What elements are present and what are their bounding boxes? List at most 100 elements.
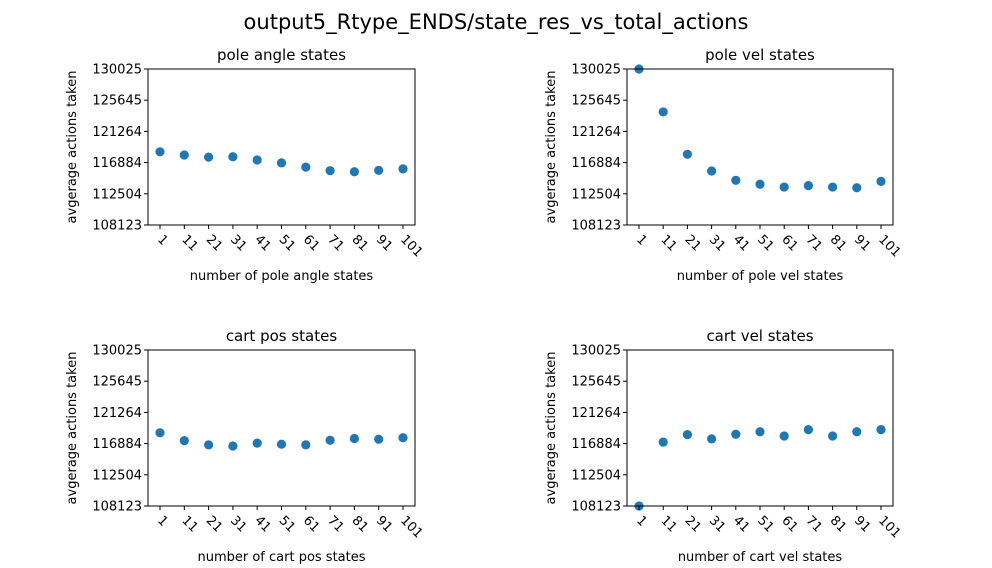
data-point: [228, 441, 238, 451]
y-tick-label: 116884: [92, 156, 142, 171]
data-point: [658, 107, 668, 117]
figure-title: output5_Rtype_ENDS/state_res_vs_total_ac…: [244, 10, 749, 35]
x-axis-label: number of cart pos states: [197, 550, 365, 565]
y-axis-label: avgerage actions taken: [65, 71, 80, 224]
y-tick-label: 108123: [92, 219, 142, 234]
x-tick-label: 101: [397, 513, 425, 541]
y-tick-label: 116884: [92, 437, 142, 452]
x-tick-label: 41: [730, 513, 752, 535]
subplot-cart-pos: cart pos states number of cart pos state…: [65, 327, 425, 565]
y-tick-label: 108123: [571, 219, 621, 234]
x-axis-label: number of cart vel states: [678, 550, 843, 565]
axes-frame: [147, 349, 416, 507]
data-point: [349, 433, 359, 444]
x-tick-label: 11: [178, 513, 200, 535]
data-point: [276, 158, 287, 168]
x-tick-label: 61: [300, 513, 322, 535]
x-tick-label: 61: [778, 513, 800, 535]
subplot-title: pole angle states: [217, 46, 346, 64]
subplot-cart-vel: cart vel states number of cart vel state…: [544, 327, 903, 565]
x-axis-label: number of pole angle states: [190, 269, 374, 284]
subplot-title: cart pos states: [226, 327, 338, 345]
data-point: [682, 149, 693, 159]
data-point: [828, 431, 838, 441]
data-point: [852, 427, 862, 437]
y-axis-label: avgerage actions taken: [544, 71, 559, 224]
data-point: [398, 164, 408, 174]
data-point: [731, 429, 741, 439]
x-tick-label: 51: [754, 513, 776, 535]
x-tick-label: 91: [851, 513, 873, 535]
y-tick-label: 116884: [571, 156, 621, 171]
y-tick-label: 112504: [571, 468, 621, 483]
data-point: [349, 167, 359, 177]
x-tick-label: 91: [851, 232, 873, 254]
x-tick-label: 21: [203, 232, 225, 254]
y-tick-label: 121264: [92, 406, 142, 421]
data-point: [707, 166, 717, 176]
y-tick-label: 125645: [571, 94, 621, 109]
x-tick-label: 1: [633, 513, 649, 529]
y-tick-label: 112504: [571, 187, 621, 202]
data-point: [204, 152, 214, 162]
data-point: [398, 433, 408, 443]
data-point: [779, 182, 789, 192]
y-tick-label: 112504: [92, 468, 142, 483]
data-point: [682, 429, 693, 440]
data-point: [155, 428, 165, 438]
x-tick-label: 41: [251, 232, 273, 254]
y-tick-label: 130025: [571, 344, 621, 359]
x-tick-label: 101: [875, 232, 903, 260]
x-tick-label: 31: [227, 232, 249, 254]
x-tick-label: 101: [397, 232, 425, 260]
x-tick-label: 51: [754, 232, 776, 254]
data-point: [852, 183, 862, 193]
x-tick-label: 1: [154, 513, 170, 529]
data-point: [204, 440, 214, 450]
subplot-title: cart vel states: [706, 327, 813, 345]
x-tick-label: 1: [633, 232, 649, 248]
data-point: [325, 435, 335, 445]
x-tick-label: 11: [657, 232, 679, 254]
data-point: [374, 165, 384, 175]
subplot-pole-angle: pole angle states number of pole angle s…: [65, 46, 425, 284]
subplot-pole-vel: pole vel states number of pole vel state…: [544, 46, 903, 284]
x-tick-label: 71: [803, 232, 825, 254]
y-axis-label: avgerage actions taken: [65, 352, 80, 505]
x-tick-label: 11: [657, 513, 679, 535]
data-point: [658, 437, 668, 447]
y-tick-label: 121264: [571, 125, 621, 140]
y-tick-label: 125645: [92, 94, 142, 109]
y-axis-label: avgerage actions taken: [544, 352, 559, 505]
y-tick-label: 130025: [571, 63, 621, 78]
data-point: [179, 150, 189, 160]
x-tick-label: 101: [875, 513, 903, 541]
data-point: [731, 175, 741, 185]
data-point: [374, 434, 384, 444]
x-tick-label: 81: [827, 232, 849, 254]
data-point: [779, 431, 789, 441]
axes-frame: [626, 68, 894, 226]
data-point: [252, 438, 262, 448]
x-tick-label: 41: [730, 232, 752, 254]
data-point: [301, 162, 311, 172]
data-point: [179, 436, 189, 446]
data-point: [707, 434, 717, 444]
data-point: [228, 152, 238, 162]
x-tick-label: 21: [682, 232, 704, 254]
x-axis-label: number of pole vel states: [677, 269, 844, 284]
x-tick-label: 31: [706, 232, 728, 254]
y-tick-label: 130025: [92, 344, 142, 359]
data-point: [876, 424, 886, 435]
data-point: [155, 147, 165, 157]
data-point: [876, 176, 886, 186]
x-tick-label: 91: [373, 513, 395, 535]
subplot-title: pole vel states: [705, 46, 815, 64]
data-point: [325, 166, 335, 176]
x-tick-label: 31: [706, 513, 728, 535]
x-tick-label: 81: [349, 513, 371, 535]
